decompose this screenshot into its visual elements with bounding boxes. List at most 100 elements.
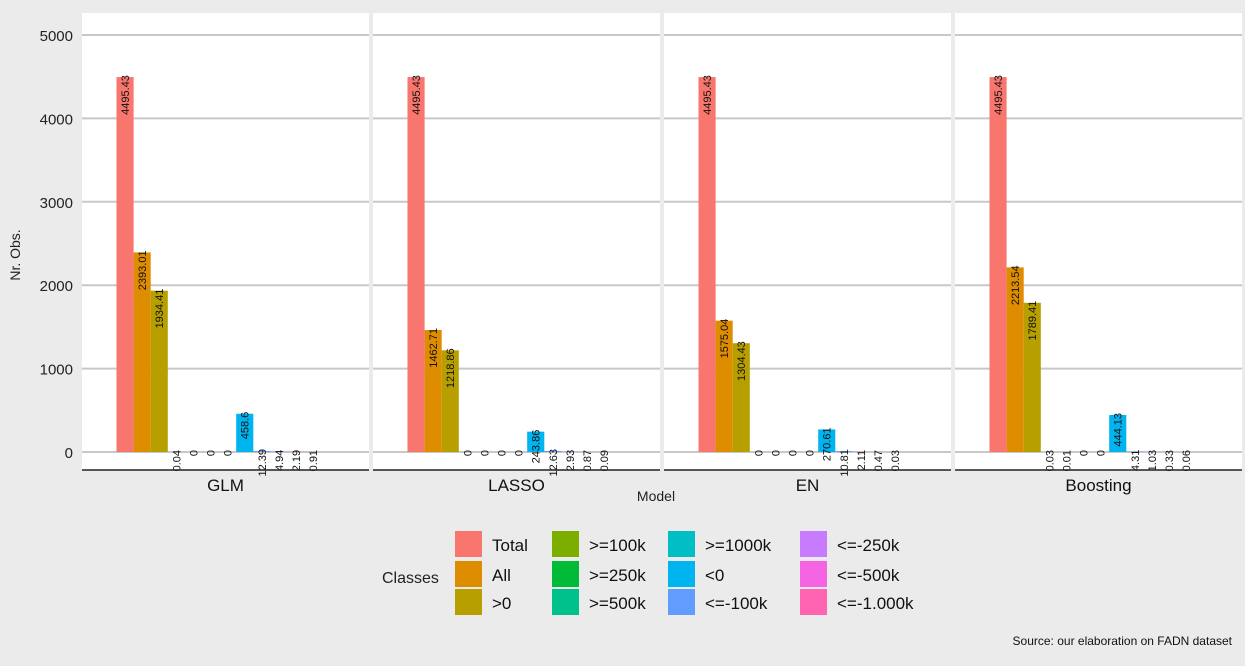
bar-label: 0: [514, 450, 526, 456]
bar-lasso-all: [424, 330, 442, 452]
bar-label: 2393.01: [137, 250, 149, 290]
caption: Source: our elaboration on FADN dataset: [1013, 634, 1233, 648]
bar-lasso-total: [407, 77, 425, 452]
y-tick-label: 5000: [40, 28, 73, 45]
legend-label-500k: <=-500k: [837, 566, 900, 585]
legend-key-250k: [800, 531, 827, 557]
bar-glm-100k: [253, 450, 271, 452]
bar-label: 0.91: [308, 450, 320, 471]
bar-label: 0: [1079, 450, 1091, 456]
bar-en-0: [818, 429, 836, 452]
bar-label: 4.94: [274, 450, 286, 471]
legend-key-total: [455, 531, 482, 557]
panel-label-boosting: Boosting: [1065, 476, 1131, 495]
bar-boosting-all: [1006, 267, 1024, 452]
bar-label: 0: [788, 450, 800, 456]
bar-glm-0: [236, 413, 254, 452]
panel-label-en: EN: [796, 476, 820, 495]
bar-label: 0.03: [1044, 450, 1056, 471]
bar-label: 2.93: [565, 450, 577, 471]
bar-lasso-100k: [544, 450, 562, 452]
legend-label-250k: >=250k: [589, 566, 646, 585]
bar-label: 4495.43: [993, 75, 1005, 115]
bar-label: 4495.43: [120, 75, 132, 115]
y-tick-label: 4000: [40, 111, 73, 128]
bar-label: 0.06: [1181, 450, 1193, 471]
bar-label: 1934.41: [154, 289, 166, 329]
bar-label: 2.11: [856, 450, 868, 471]
y-axis: 0 1000 2000 3000 4000 5000: [40, 28, 73, 462]
bar-label: 0: [188, 450, 200, 456]
y-tick-label: 2000: [40, 278, 73, 295]
panel-label-lasso: LASSO: [488, 476, 545, 495]
x-axis-title: Model: [637, 488, 675, 504]
bar-label: 1575.04: [719, 319, 731, 359]
y-tick-label: 1000: [40, 362, 73, 379]
bar-lasso-0: [527, 431, 545, 452]
bar-label: 0: [223, 450, 235, 456]
bar-label: 4495.43: [411, 75, 423, 115]
legend-label-1000k: >=1000k: [705, 536, 772, 555]
legend-label-500k: >=500k: [589, 594, 646, 613]
legend-label-1-000k: <=-1.000k: [837, 594, 914, 613]
bar-glm-all: [133, 252, 151, 452]
bar-label: 243.86: [531, 430, 543, 464]
bar-label: 12.39: [257, 449, 269, 477]
bar-label: 0.47: [873, 450, 885, 471]
x-axis: GLM LASSO EN Boosting: [82, 469, 1242, 495]
bar-label: 0: [753, 450, 765, 456]
bar-boosting-total: [989, 77, 1007, 452]
bar-label: 0.09: [599, 450, 611, 471]
bar-label: 0: [1096, 450, 1108, 456]
legend-key-0: [455, 589, 482, 615]
legend-label-100k: <=-100k: [705, 594, 768, 613]
legend-label-250k: <=-250k: [837, 536, 900, 555]
legend-label-0: <0: [705, 566, 724, 585]
bar-label: 12.63: [548, 449, 560, 477]
legend-key-100k: [552, 531, 579, 557]
bar-label: 1218.86: [445, 348, 457, 388]
bar-label: 4.31: [1130, 450, 1142, 471]
bar-label: 1462.71: [428, 328, 440, 368]
y-tick-label: 0: [65, 445, 73, 462]
bar-label: 0: [462, 450, 474, 456]
legend: Classes Total All >0 >=100k >=250k >=500k >=10…: [382, 531, 914, 615]
bar-label: 2213.54: [1010, 265, 1022, 305]
legend-key-0: [668, 561, 695, 587]
legend-label-100k: >=100k: [589, 536, 646, 555]
legend-key-500k: [800, 561, 827, 587]
bar-label: 0.01: [1061, 450, 1073, 471]
bar-en-all: [715, 320, 733, 452]
y-axis-title: Nr. Obs.: [7, 229, 23, 280]
bar-label: 0: [805, 450, 817, 456]
bar-label: 0.33: [1164, 450, 1176, 471]
bar-label: 2.19: [291, 450, 303, 471]
bar-label: 270.61: [822, 427, 834, 461]
bar-label: 458.6: [240, 412, 252, 440]
legend-key-250k: [552, 561, 579, 587]
bar-label: 0: [206, 450, 218, 456]
legend-key-1-000k: [800, 589, 827, 615]
bar-label: 1789.41: [1027, 301, 1039, 341]
y-tick-label: 3000: [40, 195, 73, 212]
bar-label: 1.03: [1147, 450, 1159, 471]
bar-boosting-0: [1109, 414, 1127, 452]
bar-label: 0.04: [171, 450, 183, 471]
bar-glm-total: [116, 77, 134, 452]
bar-label: 0: [497, 450, 509, 456]
legend-key-1000k: [668, 531, 695, 557]
bar-lasso-0: [441, 350, 459, 452]
bar-label: 0.03: [890, 450, 902, 471]
bar-label: 10.81: [839, 449, 851, 477]
bar-label: 0.87: [582, 450, 594, 471]
bar-boosting-0: [1023, 302, 1041, 452]
bar-label: 0: [770, 450, 782, 456]
legend-key-all: [455, 561, 482, 587]
bar-en-total: [698, 77, 716, 452]
bar-en-100k: [835, 451, 853, 452]
bar-en-0: [732, 343, 750, 452]
bar-label: 4495.43: [702, 75, 714, 115]
